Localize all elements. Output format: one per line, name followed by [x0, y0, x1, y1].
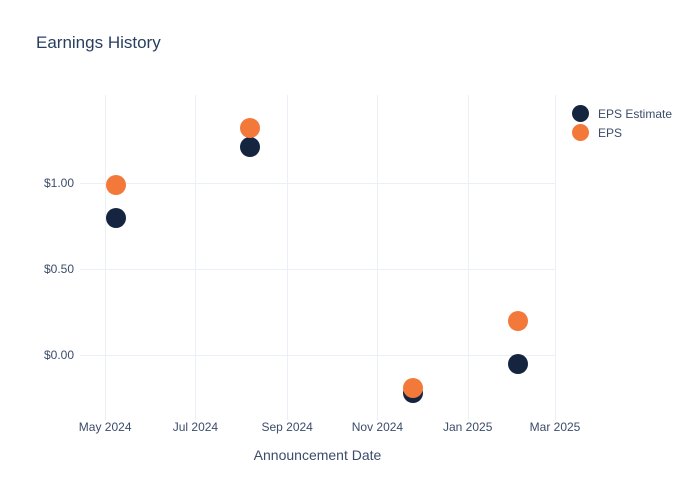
x-gridline — [195, 95, 197, 415]
legend-item-eps-estimate[interactable]: EPS Estimate — [572, 104, 672, 123]
x-tick-label: Jul 2024 — [172, 420, 219, 434]
x-tick-mark — [555, 415, 556, 420]
y-tick-label: $0.50 — [43, 262, 74, 277]
x-tick-mark — [195, 415, 197, 420]
x-tick-label: Jan 2025 — [442, 420, 493, 434]
x-gridline — [287, 95, 289, 415]
eps-point[interactable] — [402, 378, 423, 399]
y-gridline — [80, 183, 555, 185]
legend-label: EPS Estimate — [598, 106, 673, 121]
eps-point[interactable] — [105, 175, 126, 196]
x-gridline — [555, 95, 556, 415]
eps-estimate-point[interactable] — [105, 207, 126, 228]
x-gridline — [105, 95, 107, 415]
x-tick-mark — [377, 415, 379, 420]
x-gridline — [377, 95, 379, 415]
eps-estimate-marker-icon — [572, 105, 589, 122]
y-tick-label: $0.00 — [43, 348, 74, 363]
legend-label: EPS — [598, 125, 623, 140]
eps-estimate-point[interactable] — [240, 137, 261, 158]
x-tick-mark — [287, 415, 289, 420]
x-tick-label: Nov 2024 — [351, 420, 404, 434]
legend: EPS Estimate EPS — [572, 104, 672, 142]
x-tick-mark — [105, 415, 107, 420]
x-tick-label: Mar 2025 — [529, 420, 581, 434]
eps-point[interactable] — [240, 118, 261, 139]
eps-point[interactable] — [508, 311, 528, 332]
x-gridline — [467, 95, 469, 415]
plot-area[interactable] — [80, 95, 556, 420]
y-gridline — [80, 269, 555, 271]
y-gridline — [80, 355, 555, 357]
x-tick-mark — [467, 415, 469, 420]
chart-title: Earnings History — [36, 33, 161, 52]
x-tick-label: Sep 2024 — [261, 420, 313, 434]
x-axis-title: Announcement Date — [253, 447, 382, 463]
eps-marker-icon — [572, 124, 589, 141]
x-tick-label: May 2024 — [78, 420, 132, 434]
eps-estimate-point[interactable] — [508, 354, 528, 375]
y-tick-label: $1.00 — [43, 176, 74, 191]
legend-item-eps[interactable]: EPS — [572, 123, 672, 142]
